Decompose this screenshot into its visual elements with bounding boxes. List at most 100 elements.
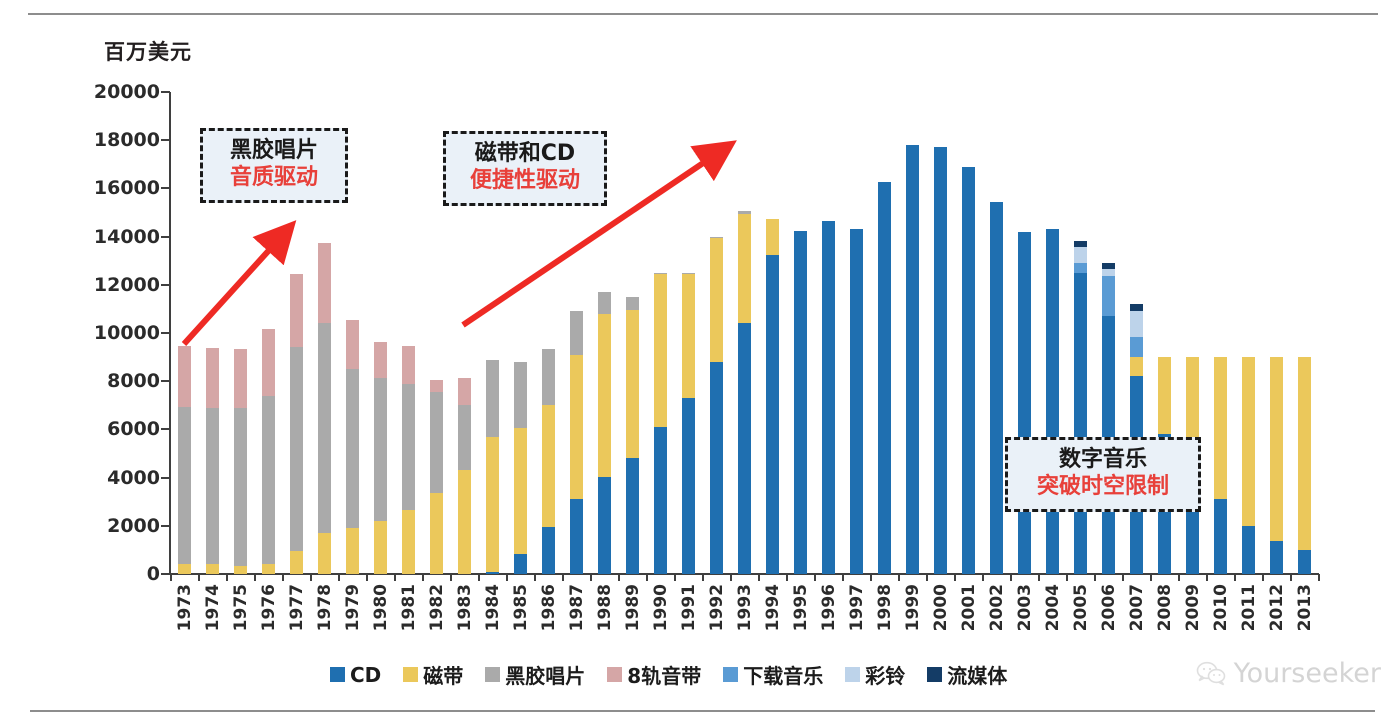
legend-swatch-CD xyxy=(330,667,345,682)
x-tick-mark-1975 xyxy=(226,574,228,581)
x-tick-mark-2011 xyxy=(1234,574,1236,581)
bar-segment-CD-2000 xyxy=(933,147,947,574)
bar-segment-磁带-1973 xyxy=(177,564,191,574)
bar-1996 xyxy=(821,92,835,574)
x-tick-mark-1996 xyxy=(814,574,816,581)
bar-1976 xyxy=(261,92,275,574)
bar-2001 xyxy=(961,92,975,574)
bar-1998 xyxy=(877,92,891,574)
y-tick-label-18000: 18000 xyxy=(93,129,160,152)
x-tick-mark-2005 xyxy=(1066,574,1068,581)
x-tick-mark-1999 xyxy=(898,574,900,581)
x-tick-mark-2002 xyxy=(982,574,984,581)
x-tick-mark-2007 xyxy=(1122,574,1124,581)
bar-2011 xyxy=(1241,92,1255,574)
bar-1975 xyxy=(233,92,247,574)
bar-segment-磁带-2011 xyxy=(1241,357,1255,574)
bar-2013 xyxy=(1297,92,1311,574)
bar-segment-CD-1992 xyxy=(709,361,723,574)
legend-swatch-磁带 xyxy=(403,667,419,682)
x-tick-mark-1989 xyxy=(618,574,620,581)
bar-segment-CD-1985 xyxy=(513,553,527,574)
bar-1992 xyxy=(709,92,723,574)
legend-label-黑胶唱片: 黑胶唱片 xyxy=(505,664,586,688)
bar-segment-磁带-1981 xyxy=(401,510,415,574)
annotation-cassette-cd: 磁带和CD 便捷性驱动 xyxy=(443,131,607,206)
bar-segment-CD-1993 xyxy=(737,323,751,574)
legend-item-黑胶唱片[interactable]: 黑胶唱片 xyxy=(485,660,585,689)
bar-segment-磁带-1976 xyxy=(261,563,275,574)
bar-segment-磁带-1984 xyxy=(485,436,499,574)
bar-segment-黑胶唱片-1977 xyxy=(289,347,303,574)
bar-1973 xyxy=(177,92,191,574)
x-tick-mark-1992 xyxy=(702,574,704,581)
bar-segment-CD-1988 xyxy=(597,476,611,574)
x-tick-mark-1977 xyxy=(282,574,284,581)
y-tick-label-8000: 8000 xyxy=(107,370,160,393)
bar-segment-磁带-2013 xyxy=(1297,357,1311,574)
y-tick-label-2000: 2000 xyxy=(107,514,160,537)
y-tick-label-20000: 20000 xyxy=(93,81,160,103)
bar-segment-CD-1986 xyxy=(541,527,555,574)
x-tick-mark-1998 xyxy=(870,574,872,581)
x-tick-mark-1997 xyxy=(842,574,844,581)
bar-1986 xyxy=(541,92,555,574)
bar-segment-CD-1991 xyxy=(681,397,695,574)
y-axis-line xyxy=(169,92,171,575)
annotation-vinyl: 黑胶唱片 音质驱动 xyxy=(200,128,348,203)
legend-item-彩铃[interactable]: 彩铃 xyxy=(845,660,905,689)
y-tick-label-12000: 12000 xyxy=(93,273,160,296)
x-tick-mark-2004 xyxy=(1038,574,1040,581)
bar-1985 xyxy=(513,92,527,574)
y-tick-label-4000: 4000 xyxy=(107,466,160,489)
y-tick-label-14000: 14000 xyxy=(93,225,160,248)
y-tick-mark-20000 xyxy=(161,91,170,93)
annotation-cassette-cd-line2: 便捷性驱动 xyxy=(469,167,580,193)
bar-2000 xyxy=(933,92,947,574)
x-tick-mark-1982 xyxy=(422,574,424,581)
x-tick-mark-2008 xyxy=(1150,574,1152,581)
legend-label-磁带: 磁带 xyxy=(423,664,464,688)
bar-segment-黑胶唱片-1976 xyxy=(261,395,275,574)
y-tick-label-10000: 10000 xyxy=(93,322,160,344)
bar-1987 xyxy=(569,92,583,574)
y-tick-mark-16000 xyxy=(161,187,170,190)
bar-1989 xyxy=(625,92,639,574)
bar-segment-CD-2012 xyxy=(1269,541,1283,574)
bar-segment-磁带-1980 xyxy=(373,520,387,574)
bar-1981 xyxy=(401,92,415,574)
bar-segment-磁带-2012 xyxy=(1269,357,1283,574)
annotation-vinyl-line2: 音质驱动 xyxy=(229,164,318,190)
bar-1974 xyxy=(205,92,219,574)
bar-1997 xyxy=(849,92,863,574)
wechat-icon xyxy=(1196,661,1225,685)
legend-item-8轨音带[interactable]: 8轨音带 xyxy=(607,660,701,689)
x-tick-mark-1995 xyxy=(786,574,788,581)
legend-item-下载音乐[interactable]: 下载音乐 xyxy=(723,660,823,689)
bar-segment-黑胶唱片-1974 xyxy=(205,407,219,574)
x-tick-mark-2001 xyxy=(954,574,956,581)
legend-item-磁带[interactable]: 磁带 xyxy=(403,660,463,689)
bar-segment-CD-1984 xyxy=(485,571,499,574)
bar-2010 xyxy=(1213,92,1227,574)
x-tick-mark-1987 xyxy=(562,574,564,581)
legend-swatch-8轨音带 xyxy=(607,667,623,682)
bar-segment-CD-1997 xyxy=(849,228,863,574)
bar-1988 xyxy=(597,92,611,574)
x-tick-mark-1993 xyxy=(730,574,732,581)
x-tick-mark-1986 xyxy=(534,574,536,581)
watermark-text: Yourseeker xyxy=(1233,658,1381,689)
x-tick-mark-1974 xyxy=(198,574,200,581)
bar-1999 xyxy=(905,92,919,574)
bar-1995 xyxy=(793,92,807,574)
bar-segment-黑胶唱片-1975 xyxy=(233,408,247,574)
x-tick-mark-1988 xyxy=(590,574,592,581)
bar-2002 xyxy=(989,92,1003,574)
x-tick-mark-1983 xyxy=(450,574,452,581)
arrow-cassette-cd-trend xyxy=(461,140,737,328)
legend-item-流媒体[interactable]: 流媒体 xyxy=(927,660,1007,689)
legend-item-CD[interactable]: CD xyxy=(330,663,381,687)
bar-1982 xyxy=(429,92,443,574)
x-tick-mark-1981 xyxy=(394,574,396,581)
bar-segment-CD-1987 xyxy=(569,498,583,574)
